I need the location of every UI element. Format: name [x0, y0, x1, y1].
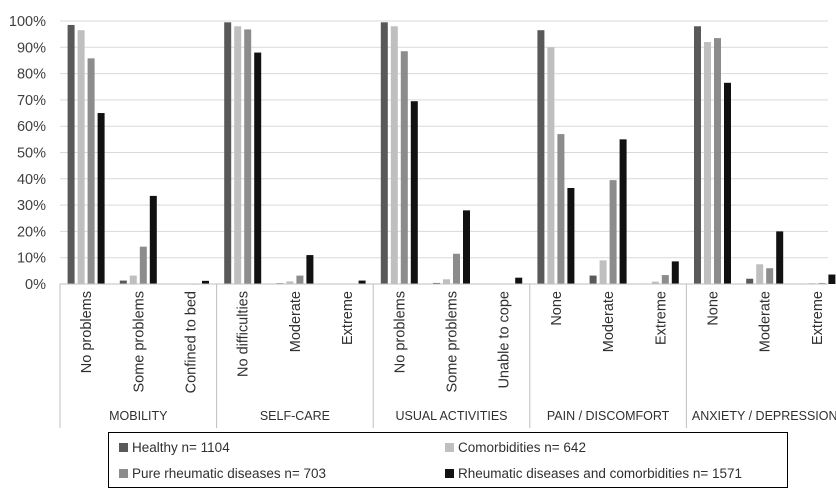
legend-item-rheumatic-comorbidities: Rheumatic diseases and comorbidities n= …	[445, 466, 742, 481]
bar	[818, 282, 826, 284]
bar	[704, 42, 711, 284]
x-group-label: USUAL ACTIVITIES	[395, 409, 507, 423]
gridlines	[60, 20, 828, 285]
x-category-label: Some problems	[131, 291, 147, 393]
bar	[234, 26, 242, 284]
bar	[453, 253, 460, 284]
y-tick-label: 80%	[17, 67, 46, 83]
bar	[306, 255, 314, 284]
bar	[547, 47, 555, 284]
bar	[286, 281, 294, 284]
y-tick-label: 0%	[25, 277, 46, 293]
bar	[589, 275, 597, 284]
x-axis-group-labels: MOBILITY SELF-CARE USUAL ACTIVITIES PAIN / …	[109, 409, 836, 423]
bar	[671, 261, 679, 284]
legend-label-rheumatic-comorbidities: Rheumatic diseases and comorbidities n= …	[458, 466, 743, 481]
y-axis-tick-labels: 0% 10% 20% 30% 40% 50% 60% 70% 80% 90% 100%	[9, 14, 46, 293]
y-tick-label: 10%	[17, 251, 46, 267]
bar	[97, 113, 105, 284]
bar	[619, 139, 627, 284]
legend-label-healthy: Healthy n= 1104	[132, 440, 230, 455]
legend: Healthy n= 1104 Comorbidities n= 642 Pur…	[108, 432, 788, 488]
bar	[828, 274, 836, 284]
bar	[77, 30, 85, 284]
bar	[724, 82, 731, 285]
x-category-label: Unable to cope	[497, 291, 513, 389]
x-category-label: No problems	[79, 291, 95, 373]
bar	[149, 195, 157, 284]
bar	[756, 264, 764, 284]
bar	[766, 268, 774, 284]
bar	[599, 260, 607, 284]
legend-swatch-healthy	[119, 443, 128, 452]
x-category-label: None	[549, 291, 565, 326]
x-category-label: Extreme	[810, 291, 826, 345]
bar	[661, 275, 669, 284]
x-group-label: ANXIETY / DEPRESSION	[692, 409, 836, 423]
x-group-label: PAIN / DISCOMFORT	[547, 409, 670, 423]
bar	[463, 210, 470, 284]
bar	[119, 280, 127, 284]
bar	[202, 280, 209, 284]
legend-swatch-pure-rheumatic	[119, 469, 128, 478]
bar	[129, 275, 137, 284]
bar	[390, 26, 398, 284]
bar	[609, 180, 617, 284]
bar	[380, 22, 388, 284]
x-axis-category-labels: No problems Some problems Confined to bed N…	[79, 291, 826, 393]
bar	[714, 38, 721, 284]
bar	[87, 58, 95, 284]
legend-swatch-rheumatic-comorbidities	[445, 469, 454, 478]
bar	[433, 282, 440, 284]
axes	[59, 283, 828, 428]
y-tick-label: 30%	[17, 198, 46, 214]
x-category-label: Extreme	[340, 291, 356, 345]
x-group-label: SELF-CARE	[260, 409, 330, 423]
y-tick-label: 60%	[17, 119, 46, 135]
bar	[557, 134, 565, 284]
bar	[651, 281, 659, 284]
legend-item-healthy: Healthy n= 1104	[119, 440, 230, 455]
x-category-label: Moderate	[601, 291, 617, 352]
y-tick-label: 100%	[9, 14, 46, 30]
x-category-label: Confined to bed	[184, 291, 200, 393]
x-category-label: None	[706, 291, 722, 326]
y-tick-label: 50%	[17, 146, 46, 162]
legend-label-pure-rheumatic: Pure rheumatic diseases n= 703	[132, 466, 326, 481]
x-category-label: Moderate	[288, 291, 304, 352]
bar	[244, 29, 252, 284]
bar	[537, 30, 545, 284]
bar	[296, 275, 304, 284]
y-tick-label: 40%	[17, 172, 46, 188]
y-tick-label: 20%	[17, 224, 46, 240]
legend-label-comorbidities: Comorbidities n= 642	[458, 440, 586, 455]
bar	[515, 277, 523, 284]
y-tick-label: 90%	[17, 40, 46, 56]
bar	[224, 22, 232, 284]
bar	[776, 231, 784, 284]
x-category-label: No difficulties	[236, 291, 252, 377]
bar	[746, 278, 754, 284]
bar	[254, 52, 262, 285]
bar	[400, 51, 408, 285]
x-category-label: No problems	[392, 291, 408, 373]
x-category-label: Moderate	[758, 291, 774, 352]
x-group-label: MOBILITY	[109, 409, 168, 423]
bar	[694, 26, 701, 284]
bars	[67, 22, 836, 285]
bar	[443, 279, 450, 284]
x-category-label: Some problems	[445, 291, 461, 393]
y-tick-label: 70%	[17, 93, 46, 109]
bar	[358, 280, 366, 284]
bar	[567, 188, 575, 284]
legend-swatch-comorbidities	[445, 443, 454, 452]
bar	[67, 24, 75, 284]
legend-item-pure-rheumatic: Pure rheumatic diseases n= 703	[119, 466, 326, 481]
legend-item-comorbidities: Comorbidities n= 642	[445, 440, 586, 455]
bar	[139, 246, 147, 284]
x-category-label: Extreme	[653, 291, 669, 345]
bar	[410, 101, 418, 284]
